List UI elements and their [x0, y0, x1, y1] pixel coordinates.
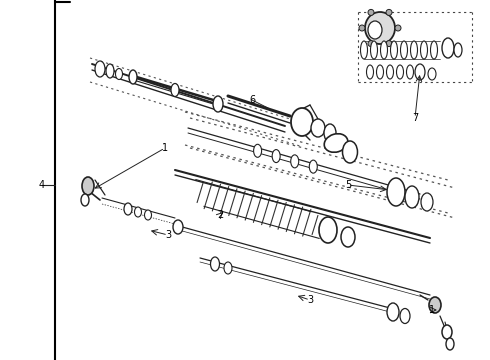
Ellipse shape [106, 64, 114, 78]
Ellipse shape [343, 141, 358, 163]
Ellipse shape [442, 325, 452, 339]
Text: 5: 5 [345, 180, 351, 190]
Ellipse shape [224, 262, 232, 274]
Text: 4: 4 [39, 180, 45, 190]
Text: 7: 7 [412, 113, 418, 123]
Ellipse shape [381, 41, 388, 59]
Ellipse shape [291, 108, 313, 136]
Ellipse shape [442, 38, 454, 58]
Ellipse shape [213, 96, 223, 112]
Ellipse shape [367, 65, 373, 79]
Ellipse shape [407, 65, 414, 79]
Ellipse shape [145, 210, 151, 220]
Ellipse shape [431, 41, 438, 59]
Ellipse shape [173, 220, 183, 234]
Ellipse shape [376, 65, 384, 79]
Text: 1: 1 [162, 143, 168, 153]
Ellipse shape [454, 43, 462, 57]
Ellipse shape [368, 41, 374, 46]
Ellipse shape [365, 12, 395, 44]
Ellipse shape [396, 65, 403, 79]
Ellipse shape [311, 119, 325, 137]
Text: 6: 6 [249, 95, 255, 105]
Ellipse shape [359, 25, 365, 31]
Ellipse shape [116, 68, 122, 80]
Ellipse shape [171, 84, 179, 96]
Ellipse shape [400, 309, 410, 324]
Ellipse shape [387, 303, 399, 321]
Ellipse shape [361, 41, 368, 59]
Ellipse shape [386, 9, 392, 15]
Ellipse shape [400, 41, 408, 59]
Ellipse shape [415, 64, 425, 80]
Ellipse shape [291, 155, 299, 168]
Ellipse shape [446, 338, 454, 350]
Ellipse shape [272, 150, 280, 163]
Ellipse shape [420, 41, 427, 59]
Ellipse shape [324, 124, 336, 142]
Ellipse shape [387, 178, 405, 206]
Text: 3: 3 [307, 295, 313, 305]
Text: 3: 3 [165, 230, 171, 240]
Ellipse shape [254, 144, 262, 157]
Ellipse shape [81, 194, 89, 206]
Ellipse shape [386, 41, 392, 46]
Ellipse shape [368, 9, 374, 15]
Ellipse shape [124, 203, 132, 215]
Ellipse shape [421, 193, 433, 211]
Ellipse shape [324, 134, 348, 152]
Ellipse shape [368, 21, 382, 39]
Text: 2: 2 [217, 210, 223, 220]
Ellipse shape [211, 257, 220, 271]
Ellipse shape [411, 41, 417, 59]
Ellipse shape [405, 186, 419, 208]
Ellipse shape [395, 25, 401, 31]
Ellipse shape [309, 160, 318, 173]
Ellipse shape [391, 41, 397, 59]
Ellipse shape [319, 217, 337, 243]
Ellipse shape [387, 65, 393, 79]
Ellipse shape [341, 227, 355, 247]
Text: 1: 1 [429, 305, 435, 315]
Ellipse shape [134, 207, 142, 217]
Ellipse shape [95, 61, 105, 77]
Ellipse shape [129, 70, 137, 84]
Ellipse shape [370, 41, 377, 59]
Ellipse shape [428, 68, 436, 80]
Ellipse shape [429, 297, 441, 313]
Ellipse shape [82, 177, 94, 195]
